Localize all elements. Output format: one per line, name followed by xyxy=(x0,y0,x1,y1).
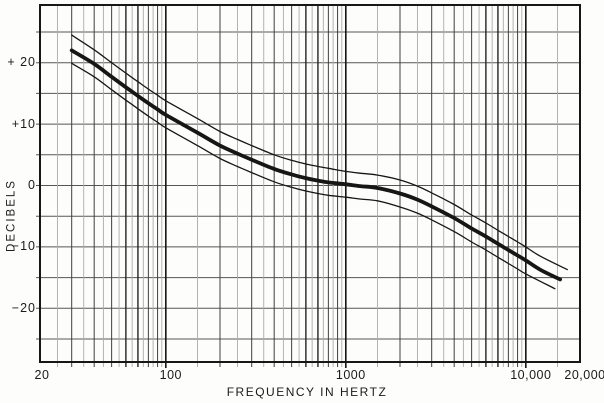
x-tick-label: 100 xyxy=(159,368,182,382)
upper-tolerance-limit xyxy=(71,34,568,271)
x-tick-label: 20,000 xyxy=(564,368,604,382)
y-tick-label: +10 xyxy=(11,116,36,131)
x-tick-label: 10,000 xyxy=(510,368,552,382)
x-tick-label: 1000 xyxy=(335,368,366,382)
x-axis-title-text: FREQUENCY IN HERTZ xyxy=(226,385,388,399)
x-tick-label: 20 xyxy=(34,368,50,382)
y-tick-label: 0 xyxy=(28,178,36,192)
plot-frame xyxy=(39,4,581,363)
y-tick-label: −10 xyxy=(11,239,36,254)
y-axis-title: DECIBELS xyxy=(5,179,18,252)
main-response-curve xyxy=(69,48,562,282)
y-tick-label: + 20 xyxy=(7,55,36,70)
x-axis-title: FREQUENCY IN HERTZ xyxy=(0,385,604,399)
y-tick-label: −20 xyxy=(11,300,36,315)
lower-tolerance-limit xyxy=(71,62,556,290)
